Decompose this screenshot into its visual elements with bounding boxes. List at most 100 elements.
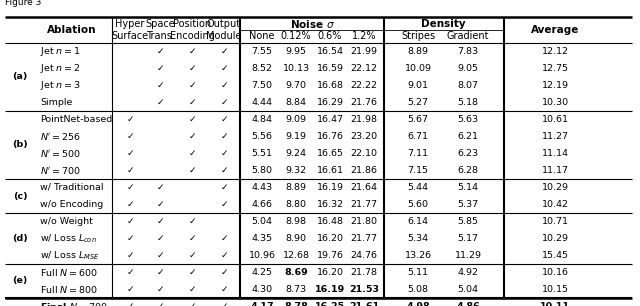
Text: 6.71: 6.71 xyxy=(408,132,429,141)
Text: 21.77: 21.77 xyxy=(351,200,378,209)
Text: ✓: ✓ xyxy=(126,149,134,158)
Text: ✓: ✓ xyxy=(156,285,164,294)
Text: ✓: ✓ xyxy=(156,47,164,56)
Text: 16.19: 16.19 xyxy=(315,285,345,294)
Text: ✓: ✓ xyxy=(156,234,164,243)
Text: 4.92: 4.92 xyxy=(458,268,479,277)
Text: ✓: ✓ xyxy=(220,200,228,209)
Text: ✓: ✓ xyxy=(156,200,164,209)
Text: 5.60: 5.60 xyxy=(408,200,429,209)
Text: 5.27: 5.27 xyxy=(408,98,429,107)
Text: ✓: ✓ xyxy=(220,81,228,90)
Text: ✓: ✓ xyxy=(126,217,134,226)
Text: ✓: ✓ xyxy=(126,234,134,243)
Text: 8.73: 8.73 xyxy=(285,285,307,294)
Text: ✓: ✓ xyxy=(126,132,134,141)
Text: ✓: ✓ xyxy=(220,234,228,243)
Text: ✓: ✓ xyxy=(188,234,196,243)
Text: 9.95: 9.95 xyxy=(285,47,307,56)
Text: 12.68: 12.68 xyxy=(282,251,310,260)
Text: 8.52: 8.52 xyxy=(252,64,273,73)
Text: 8.78: 8.78 xyxy=(284,302,308,306)
Text: 7.50: 7.50 xyxy=(252,81,273,90)
Text: 9.09: 9.09 xyxy=(285,115,307,124)
Text: ✓: ✓ xyxy=(188,115,196,124)
Text: ✓: ✓ xyxy=(188,285,196,294)
Text: 16.20: 16.20 xyxy=(317,268,344,277)
Text: ✓: ✓ xyxy=(126,268,134,277)
Text: 11.14: 11.14 xyxy=(541,149,568,158)
Text: ✓: ✓ xyxy=(220,47,228,56)
Text: ✓: ✓ xyxy=(156,64,164,73)
Text: $N'=500$: $N'=500$ xyxy=(40,148,81,159)
Text: ✓: ✓ xyxy=(156,81,164,90)
Text: Jet $n=1$: Jet $n=1$ xyxy=(40,45,81,58)
Text: 16.19: 16.19 xyxy=(317,183,344,192)
Text: 11.27: 11.27 xyxy=(541,132,568,141)
Text: 1.2%: 1.2% xyxy=(352,31,376,41)
Text: PointNet-based: PointNet-based xyxy=(40,115,112,124)
Text: 5.63: 5.63 xyxy=(458,115,479,124)
Text: ✓: ✓ xyxy=(220,64,228,73)
Text: ✓: ✓ xyxy=(220,183,228,192)
Text: Encoding: Encoding xyxy=(170,31,214,41)
Text: Density: Density xyxy=(420,19,465,29)
Text: 5.85: 5.85 xyxy=(458,217,479,226)
Text: 19.76: 19.76 xyxy=(317,251,344,260)
Text: 21.98: 21.98 xyxy=(351,115,378,124)
Text: 16.54: 16.54 xyxy=(317,47,344,56)
Text: 7.11: 7.11 xyxy=(408,149,429,158)
Text: 16.29: 16.29 xyxy=(317,98,344,107)
Text: ✓: ✓ xyxy=(188,81,196,90)
Text: ✓: ✓ xyxy=(188,149,196,158)
Text: 12.19: 12.19 xyxy=(541,81,568,90)
Text: w/ Loss $L_{MSE}$: w/ Loss $L_{MSE}$ xyxy=(40,249,99,262)
Text: 21.61: 21.61 xyxy=(349,302,379,306)
Text: 5.18: 5.18 xyxy=(458,98,479,107)
Text: 5.37: 5.37 xyxy=(458,200,479,209)
Text: 16.32: 16.32 xyxy=(316,200,344,209)
Text: ✓: ✓ xyxy=(188,64,196,73)
Text: $N'=256$: $N'=256$ xyxy=(40,131,81,142)
Text: 5.51: 5.51 xyxy=(252,149,273,158)
Text: 15.45: 15.45 xyxy=(541,251,568,260)
Text: 21.99: 21.99 xyxy=(351,47,378,56)
Text: 16.76: 16.76 xyxy=(317,132,344,141)
Text: 4.17: 4.17 xyxy=(250,302,274,306)
Text: 10.29: 10.29 xyxy=(541,183,568,192)
Text: $N'=700$: $N'=700$ xyxy=(40,165,81,176)
Text: ✓: ✓ xyxy=(156,251,164,260)
Text: 22.10: 22.10 xyxy=(351,149,378,158)
Text: 16.25: 16.25 xyxy=(315,302,345,306)
Text: Noise $\sigma$: Noise $\sigma$ xyxy=(291,18,335,30)
Text: Surface: Surface xyxy=(111,31,148,41)
Text: 21.76: 21.76 xyxy=(351,98,378,107)
Text: Hyper: Hyper xyxy=(115,19,145,29)
Text: (d): (d) xyxy=(12,234,28,243)
Text: 10.71: 10.71 xyxy=(541,217,568,226)
Text: ✓: ✓ xyxy=(220,268,228,277)
Text: 4.25: 4.25 xyxy=(252,268,273,277)
Text: 11.17: 11.17 xyxy=(541,166,568,175)
Text: 6.23: 6.23 xyxy=(458,149,479,158)
Text: ✓: ✓ xyxy=(188,132,196,141)
Text: 12.12: 12.12 xyxy=(541,47,568,56)
Text: ✓: ✓ xyxy=(220,149,228,158)
Text: Average: Average xyxy=(531,25,579,35)
Text: ✓: ✓ xyxy=(156,268,164,277)
Text: 7.83: 7.83 xyxy=(458,47,479,56)
Text: 4.35: 4.35 xyxy=(252,234,273,243)
Text: 5.08: 5.08 xyxy=(408,285,429,294)
Text: 21.86: 21.86 xyxy=(351,166,378,175)
Text: ✓: ✓ xyxy=(126,183,134,192)
Text: 9.19: 9.19 xyxy=(285,132,307,141)
Text: ✓: ✓ xyxy=(188,268,196,277)
Text: 5.17: 5.17 xyxy=(458,234,479,243)
Text: 9.01: 9.01 xyxy=(408,81,429,90)
Text: 16.47: 16.47 xyxy=(317,115,344,124)
Text: w/o Weight: w/o Weight xyxy=(40,217,93,226)
Text: 4.43: 4.43 xyxy=(252,183,273,192)
Text: Ablation: Ablation xyxy=(47,25,97,35)
Text: 6.14: 6.14 xyxy=(408,217,429,226)
Text: 9.70: 9.70 xyxy=(285,81,307,90)
